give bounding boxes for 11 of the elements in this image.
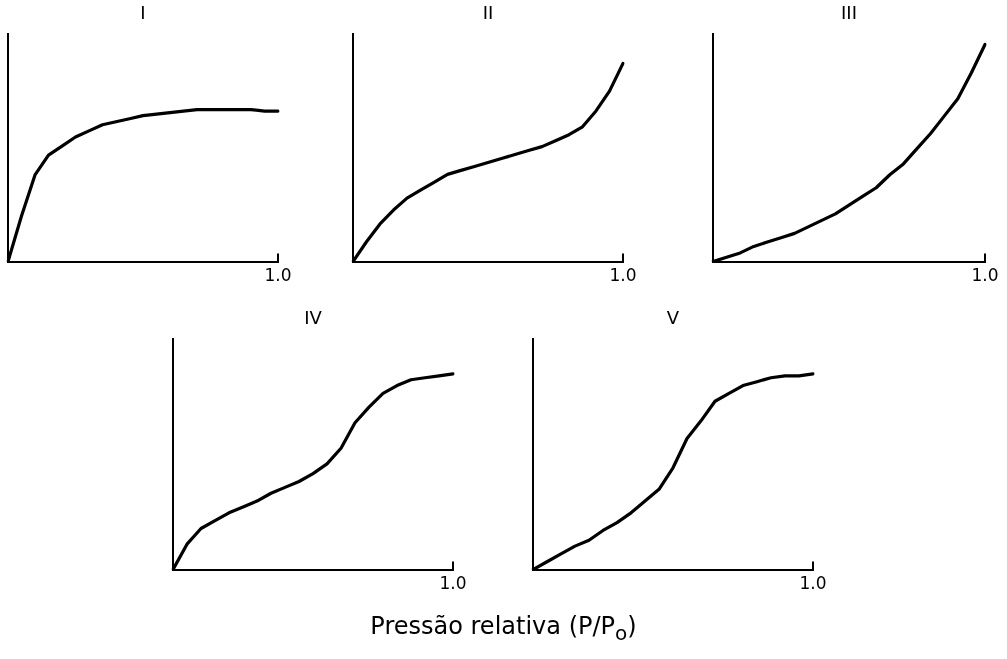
text: 1.0	[264, 264, 292, 285]
chart-title: III	[841, 2, 857, 24]
chart-title: II	[482, 2, 494, 24]
chart-title: IV	[304, 307, 323, 329]
text: 1.0	[971, 264, 999, 285]
text: 1.0	[609, 264, 637, 285]
text: 1.0	[799, 572, 827, 593]
text: 1.0	[439, 572, 467, 593]
chart-title: V	[666, 307, 680, 329]
chart-title: I	[140, 2, 146, 24]
x-axis-title: Pressão relativa (P/P$_{o}$)	[369, 612, 638, 645]
